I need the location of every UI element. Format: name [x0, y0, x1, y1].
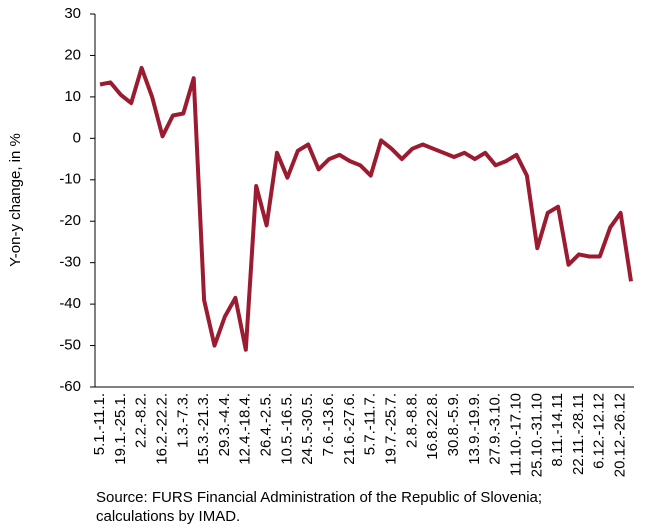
y-tick-label: 20	[64, 46, 81, 63]
x-tick-label: 19.1.-25.1.	[112, 393, 129, 465]
x-tick-label: 7.6.-13.6.	[320, 393, 337, 456]
x-tick-label: 19.7.-25.7.	[382, 393, 399, 465]
x-tick-label: 12.4.-18.4.	[237, 393, 254, 465]
x-tick-label: 15.3.-21.3.	[195, 393, 212, 465]
source-note: Source: FURS Financial Administration of…	[96, 489, 543, 525]
x-tick-label: 26.4.-2.5.	[258, 393, 275, 456]
y-tick-label: -60	[59, 378, 81, 395]
data-line	[99, 65, 633, 352]
x-tick-label: 25.10.-31.10	[528, 393, 545, 477]
y-tick-label: -10	[59, 171, 81, 188]
x-tick-label: 20.12.-26.12	[612, 393, 629, 477]
x-tick-label: 5.7.-11.7.	[362, 393, 379, 455]
x-tick-label: 13.9.-19.9.	[466, 393, 483, 465]
y-tick-label: 10	[64, 88, 81, 105]
x-tick-label: 10.5.-16.5.	[278, 393, 295, 465]
x-tick-label: 2.8.-8.8.	[403, 393, 420, 448]
x-tick-label: 11.10.-17.10	[507, 393, 524, 476]
x-tick-label: 30.8.-5.9.	[445, 393, 462, 456]
y-axis-label: Y-on-y change, in %	[7, 133, 24, 267]
y-tick-label: -40	[59, 295, 81, 312]
x-tick-label: 16.8.22.8.	[424, 393, 441, 460]
x-tick-label: 16.2.-22.2.	[153, 393, 170, 465]
y-tick-label: 30	[64, 5, 81, 22]
chart: Y-on-y change, in % 30 20 10 0 -10 -20 -30 -40 -…	[7, 5, 634, 477]
x-tick-label: 5.1.-11.1.	[91, 393, 108, 455]
x-tick-label: 1.3.-7.3.	[174, 393, 191, 448]
y-tick-label: -20	[59, 212, 81, 229]
x-tick-label: 24.5.-30.5.	[299, 393, 316, 465]
x-tick-label: 22.11.-28.11	[570, 393, 587, 475]
x-tick-label: 21.6.-27.6.	[341, 393, 358, 465]
y-tick-label: 0	[73, 129, 81, 146]
x-tick-label: 27.9.-3.10.	[487, 393, 504, 465]
x-tick-label: 2.2.-8.2.	[133, 393, 150, 448]
x-tick-label: 8.11.-14.11	[549, 393, 566, 467]
y-tick-label: -50	[59, 337, 81, 354]
x-tick-label: 6.12.-12.12	[591, 393, 608, 469]
y-tick-label: -30	[59, 254, 81, 271]
x-tick-label: 29.3.-4.4.	[216, 393, 233, 456]
